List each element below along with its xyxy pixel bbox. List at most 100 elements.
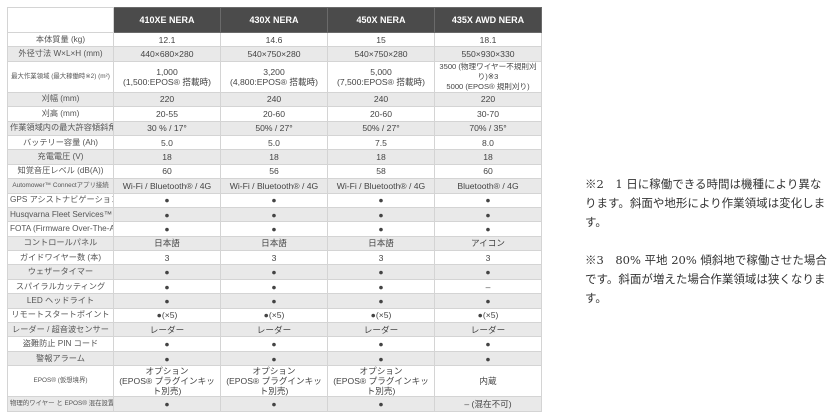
column-header: 435X AWD NERA <box>434 7 542 33</box>
table-row: 刈高 (mm) 20-55 20-60 20-60 30-70 <box>7 106 542 122</box>
table-row: Husqvarna Fleet Services™ ● ● ● ● <box>7 206 542 223</box>
table-row: ウェザータイマー ● ● ● ● <box>7 264 542 280</box>
table-cell: 60 <box>434 163 542 180</box>
table-cell: 日本語 <box>327 235 435 252</box>
column-header: 450X NERA <box>327 7 435 33</box>
row-label: バッテリー容量 (Ah) <box>7 134 114 151</box>
row-label: ウェザータイマー <box>7 264 114 280</box>
table-cell: ●(×5) <box>327 307 435 324</box>
table-cell: 70% / 35° <box>434 120 542 136</box>
table-row: 充電電圧 (V) 18 18 18 18 <box>7 149 542 165</box>
table-cell: 1,000 (1,500:EPOS® 搭載時) <box>113 60 221 93</box>
row-label: EPOS® (仮想境界) <box>7 365 114 398</box>
table-cell: ● <box>327 336 435 352</box>
row-label: スパイラルカッティング <box>7 278 114 295</box>
table-cell: ● <box>220 221 328 237</box>
table-row: スパイラルカッティング ● ● ● – <box>7 278 542 295</box>
table-row: 刈幅 (mm) 220 240 240 220 <box>7 91 542 108</box>
footnotes: ※2 1 日に稼働できる時間は機種により異なります。斜面や地形により作業領域は変… <box>585 175 830 327</box>
header-row: 410XE NERA 430X NERA 450X NERA 435X AWD … <box>7 7 542 33</box>
table-cell: オプション (EPOS® プラグインキット別売) <box>220 365 328 398</box>
spec-table: 410XE NERA 430X NERA 450X NERA 435X AWD … <box>7 7 542 412</box>
table-cell: ● <box>113 336 221 352</box>
table-cell: 3,200 (4,800:EPOS® 搭載時) <box>220 60 328 93</box>
footnote-3: ※3 80% 平地 20% 傾斜地で稼働させた場合です。斜面が増えた場合作業領域… <box>585 253 827 305</box>
table-cell: ● <box>220 293 328 309</box>
table-cell: ● <box>327 192 435 208</box>
row-label: 警報アラーム <box>7 350 114 367</box>
table-cell: 58 <box>327 163 435 180</box>
row-label: Husqvarna Fleet Services™ <box>7 206 114 223</box>
table-cell: ● <box>434 336 542 352</box>
table-cell: ● <box>113 206 221 223</box>
table-row: 盗難防止 PIN コード ● ● ● ● <box>7 336 542 352</box>
table-cell: 18 <box>220 149 328 165</box>
table-cell: 220 <box>434 91 542 108</box>
table-cell: ● <box>220 264 328 280</box>
table-cell: Bluetooth® / 4G <box>434 178 542 194</box>
table-row: ガイドワイヤー数 (本) 3 3 3 3 <box>7 250 542 266</box>
table-cell: 5.0 <box>113 134 221 151</box>
table-row: GPS アシストナビゲーション ● ● ● ● <box>7 192 542 208</box>
table-cell: 56 <box>220 163 328 180</box>
table-cell: Wi-Fi / Bluetooth® / 4G <box>327 178 435 194</box>
table-cell: ● <box>220 336 328 352</box>
table-row: 知覚音圧レベル (dB(A)) 60 56 58 60 <box>7 163 542 180</box>
table-cell: ● <box>113 278 221 295</box>
table-cell: 440×680×280 <box>113 46 221 62</box>
table-cell: 220 <box>113 91 221 108</box>
table-cell: ● <box>113 221 221 237</box>
row-label: レーダー / 超音波センサー <box>7 322 114 338</box>
table-cell: ● <box>434 350 542 367</box>
table-cell: Wi-Fi / Bluetooth® / 4G <box>220 178 328 194</box>
table-cell: 18 <box>113 149 221 165</box>
table-cell: 3 <box>434 250 542 266</box>
table-cell: 8.0 <box>434 134 542 151</box>
row-label: 物理的ワイヤー と EPOS® 混在設置 <box>7 396 114 412</box>
row-label: 最大作業領域 (最大稼働時※2) (m²) <box>7 60 114 93</box>
table-cell: ● <box>434 264 542 280</box>
table-row: 物理的ワイヤー と EPOS® 混在設置 ● ● ● – (混在不可) <box>7 396 542 412</box>
row-label: GPS アシストナビゲーション <box>7 192 114 208</box>
row-label: ガイドワイヤー数 (本) <box>7 250 114 266</box>
table-cell: ● <box>113 396 221 412</box>
header-blank <box>7 7 114 33</box>
table-row: FOTA (Firmware Over-The-Air) ● ● ● ● <box>7 221 542 237</box>
table-cell: 50% / 27° <box>327 120 435 136</box>
table-row: EPOS® (仮想境界) オプション (EPOS® プラグインキット別売) オプショ… <box>7 365 542 398</box>
table-cell: 550×930×330 <box>434 46 542 62</box>
table-row: 最大作業領域 (最大稼働時※2) (m²) 1,000 (1,500:EPOS® … <box>7 60 542 93</box>
table-cell: 50% / 27° <box>220 120 328 136</box>
table-cell: ● <box>113 293 221 309</box>
table-cell: 内蔵 <box>434 365 542 398</box>
table-cell: ●(×5) <box>434 307 542 324</box>
table-cell: ● <box>327 206 435 223</box>
row-label: 充電電圧 (V) <box>7 149 114 165</box>
table-cell: 20-60 <box>327 106 435 122</box>
table-cell: 18.1 <box>434 31 542 48</box>
row-label: 刈高 (mm) <box>7 106 114 122</box>
table-cell: – (混在不可) <box>434 396 542 412</box>
table-cell: ● <box>113 264 221 280</box>
table-cell: 20-60 <box>220 106 328 122</box>
row-label: FOTA (Firmware Over-The-Air) <box>7 221 114 237</box>
table-cell: 14.6 <box>220 31 328 48</box>
table-cell: ● <box>434 293 542 309</box>
table-cell: ● <box>434 221 542 237</box>
table-cell: ● <box>220 350 328 367</box>
table-cell: 30 % / 17° <box>113 120 221 136</box>
table-cell: ●(×5) <box>220 307 328 324</box>
table-row: 外径寸法 W×L×H (mm) 440×680×280 540×750×280 540… <box>7 46 542 62</box>
row-label: コントロールパネル <box>7 235 114 252</box>
table-cell: 60 <box>113 163 221 180</box>
table-cell: ● <box>327 293 435 309</box>
table-cell: 20-55 <box>113 106 221 122</box>
column-header: 410XE NERA <box>113 7 221 33</box>
table-cell: ● <box>327 278 435 295</box>
row-label: 刈幅 (mm) <box>7 91 114 108</box>
table-cell: レーダー <box>327 322 435 338</box>
row-label: 外径寸法 W×L×H (mm) <box>7 46 114 62</box>
row-label: リモートスタートポイント <box>7 307 114 324</box>
table-cell: オプション (EPOS® プラグインキット別売) <box>113 365 221 398</box>
table-cell: 15 <box>327 31 435 48</box>
